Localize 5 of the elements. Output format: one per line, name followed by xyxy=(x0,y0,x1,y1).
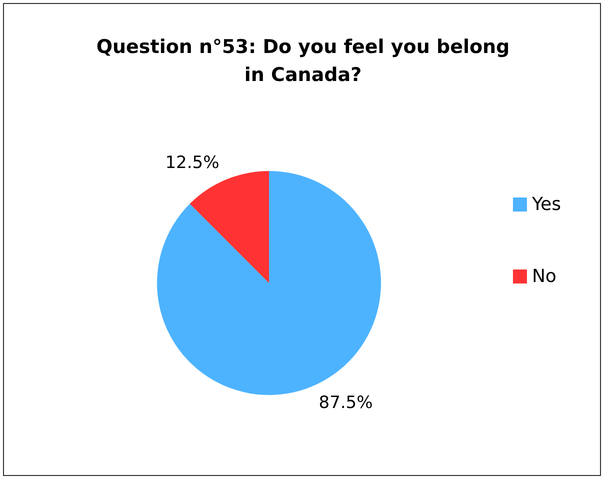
legend-label: Yes xyxy=(530,194,562,215)
data-label: 87.5% xyxy=(318,393,373,414)
data-label: 12.5% xyxy=(165,152,220,173)
chart-title: Question n°53: Do you feel you belong in Canada? xyxy=(96,36,510,86)
legend-label: No xyxy=(532,266,556,287)
